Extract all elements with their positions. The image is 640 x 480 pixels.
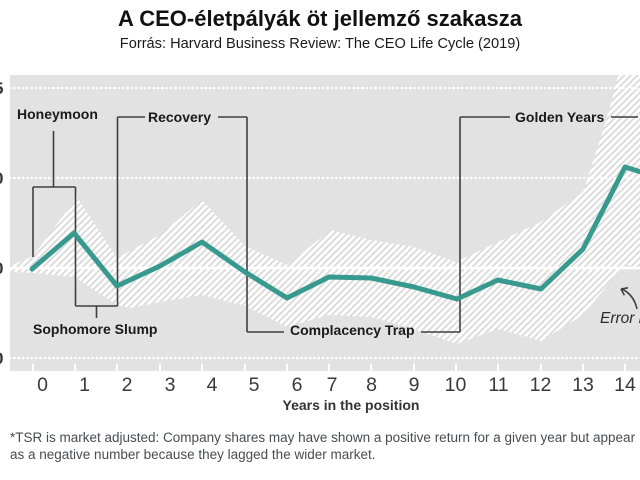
svg-text:5: 5 bbox=[0, 79, 4, 98]
svg-text:0: 0 bbox=[0, 349, 4, 368]
svg-text:0: 0 bbox=[0, 169, 4, 188]
svg-text:0: 0 bbox=[0, 259, 4, 278]
